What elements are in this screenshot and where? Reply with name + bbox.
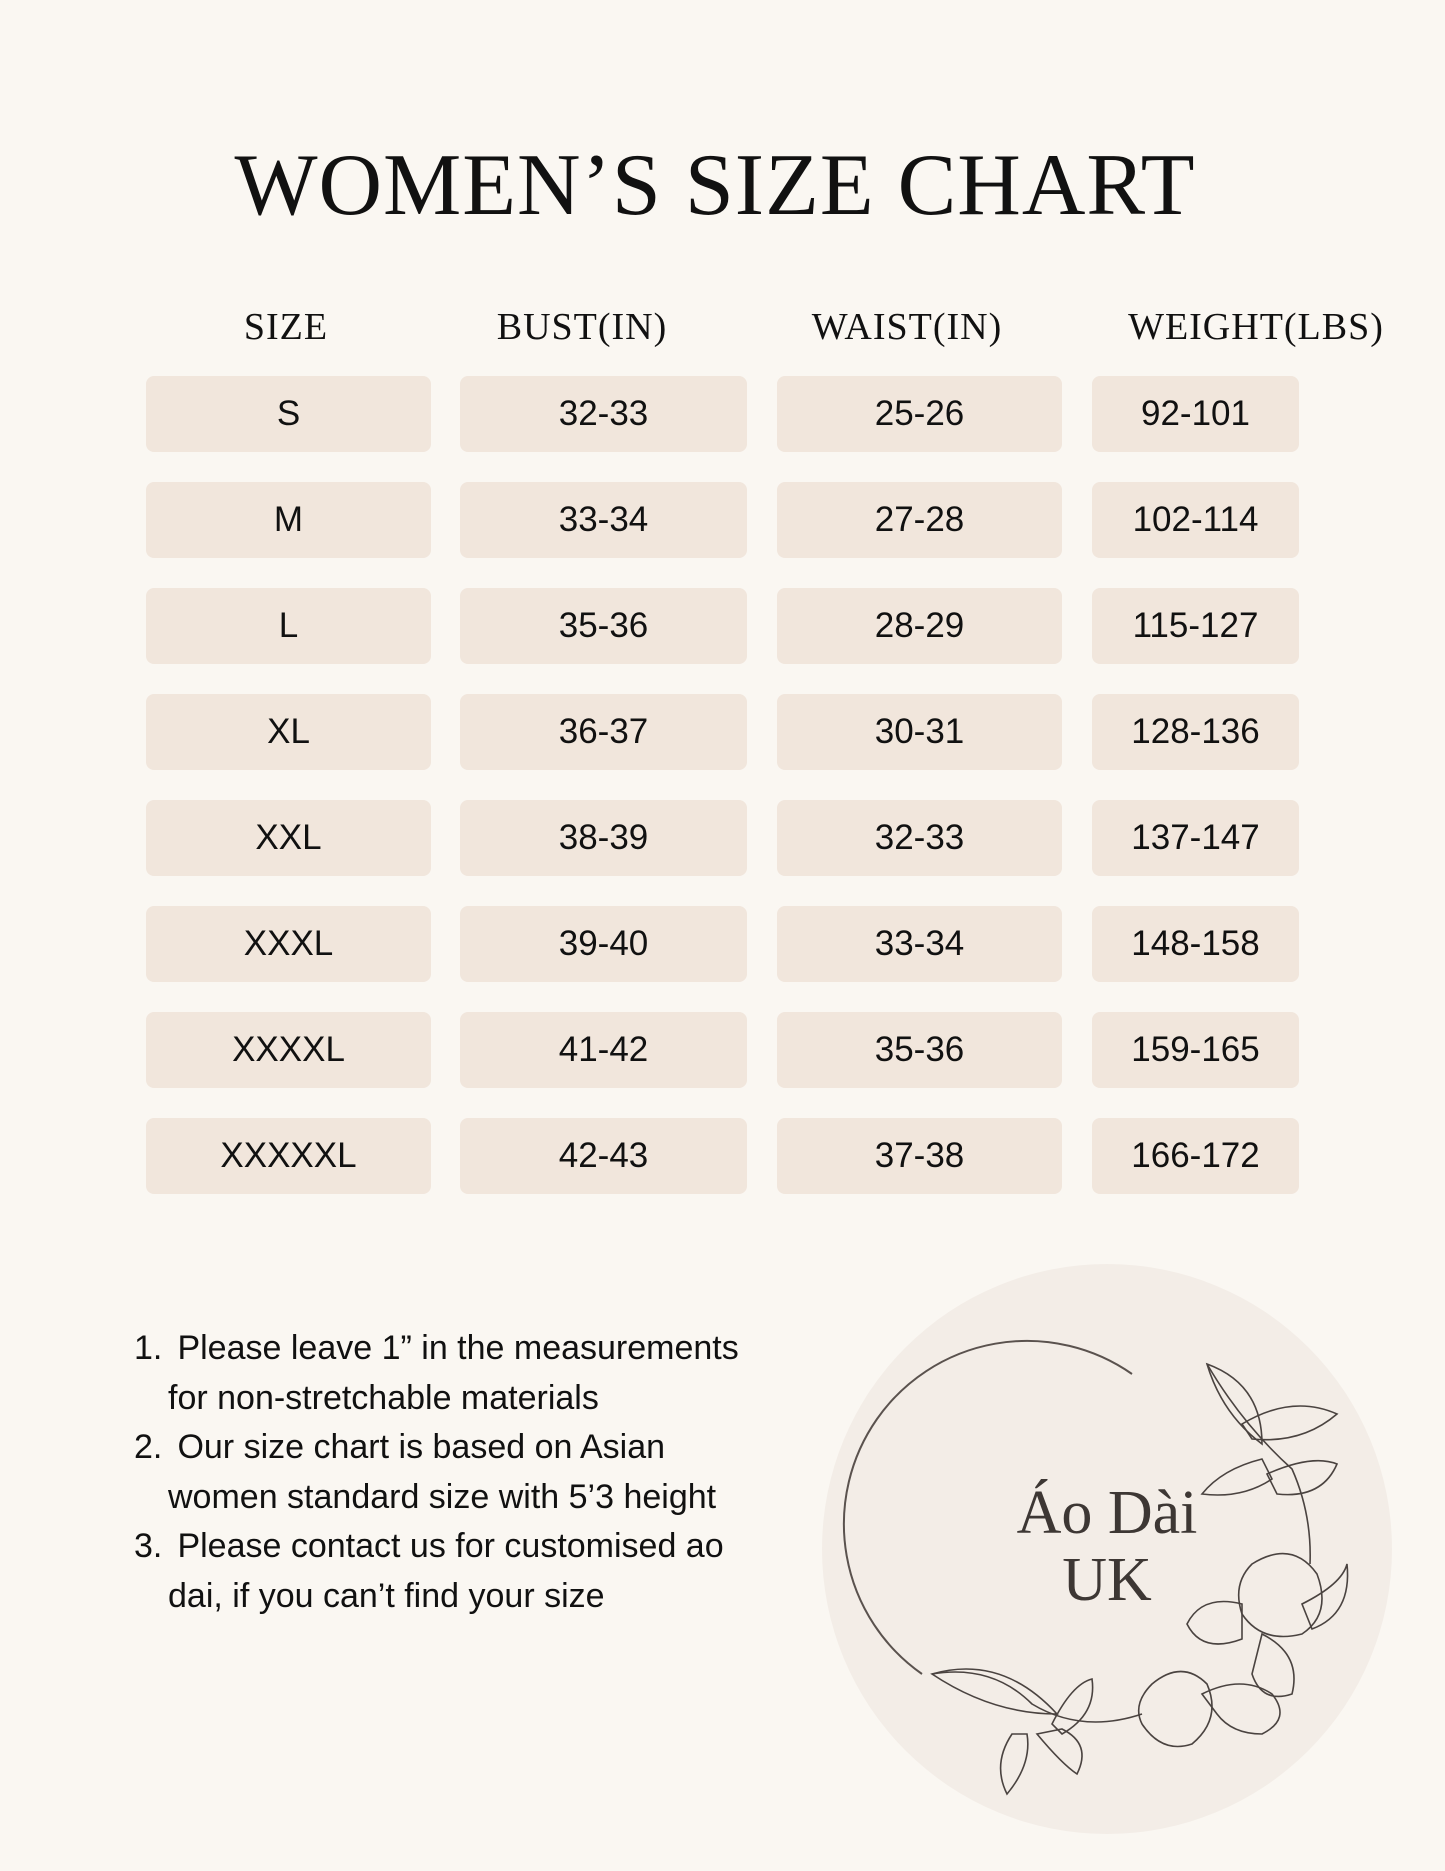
cell-weight: 148-158	[1092, 906, 1299, 982]
cell-waist: 25-26	[777, 376, 1062, 452]
column-header-size: SIZE	[243, 306, 329, 348]
page-title: WOMEN’S SIZE CHART	[234, 137, 1196, 234]
cell-waist: 30-31	[777, 694, 1062, 770]
cell-size: XL	[146, 694, 431, 770]
note-item: 3. Please contact us for customised ao da…	[134, 1527, 724, 1615]
cell-bust: 36-37	[460, 694, 747, 770]
cell-weight: 128-136	[1092, 694, 1299, 770]
cell-waist: 37-38	[777, 1118, 1062, 1194]
cell-bust: 35-36	[460, 588, 747, 664]
cell-bust: 32-33	[460, 376, 747, 452]
cell-bust: 38-39	[460, 800, 747, 876]
cell-weight: 115-127	[1092, 588, 1299, 664]
cell-size: XXXXXL	[146, 1118, 431, 1194]
cell-size: XXL	[146, 800, 431, 876]
cell-weight: 102-114	[1092, 482, 1299, 558]
cell-waist: 27-28	[777, 482, 1062, 558]
cell-weight: 92-101	[1092, 376, 1299, 452]
logo-country: UK	[1062, 1546, 1152, 1614]
cell-size: XXXL	[146, 906, 431, 982]
logo-name: Áo Dài	[1016, 1479, 1198, 1547]
note-item: 1. Please leave 1” in the measurements fo…	[134, 1329, 739, 1417]
cell-bust: 33-34	[460, 482, 747, 558]
column-header-weight: WEIGHT(LBS)	[1128, 306, 1384, 348]
cell-waist: 32-33	[777, 800, 1062, 876]
note-item: 2. Our size chart is based on Asian women…	[134, 1428, 717, 1516]
cell-size: L	[146, 588, 431, 664]
cell-bust: 41-42	[460, 1012, 747, 1088]
notes-list: 1. Please leave 1” in the measurements fo…	[134, 1324, 739, 1622]
cell-waist: 28-29	[777, 588, 1062, 664]
cell-size: XXXXL	[146, 1012, 431, 1088]
column-header-waist: WAIST(IN)	[811, 306, 1003, 348]
cell-weight: 159-165	[1092, 1012, 1299, 1088]
cell-waist: 35-36	[777, 1012, 1062, 1088]
column-header-bust: BUST(IN)	[496, 306, 668, 348]
floral-wreath-icon	[822, 1264, 1392, 1834]
cell-waist: 33-34	[777, 906, 1062, 982]
cell-size: S	[146, 376, 431, 452]
cell-weight: 166-172	[1092, 1118, 1299, 1194]
cell-weight: 137-147	[1092, 800, 1299, 876]
cell-size: M	[146, 482, 431, 558]
cell-bust: 42-43	[460, 1118, 747, 1194]
cell-bust: 39-40	[460, 906, 747, 982]
